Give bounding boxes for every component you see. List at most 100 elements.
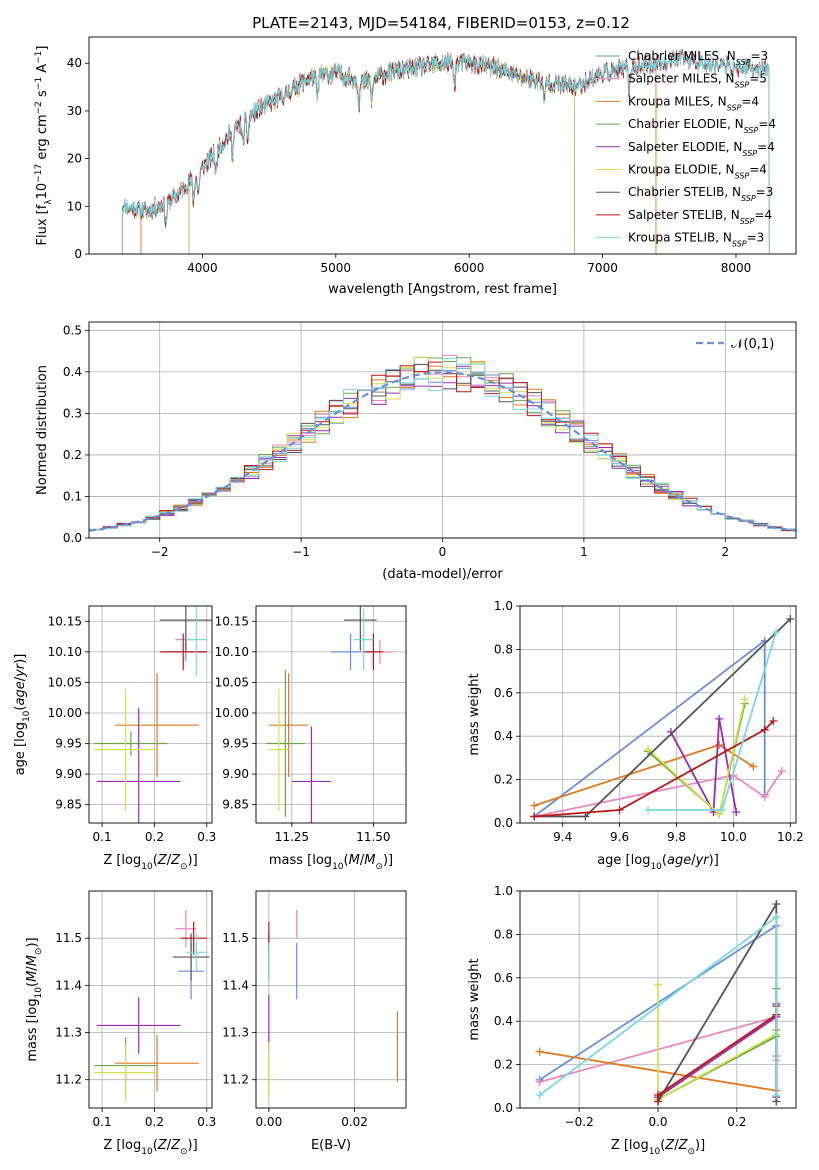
spectrum-ylabel: Flux [fλ10−17 erg cm−2 s−1 A−1]	[34, 46, 54, 246]
series-line	[533, 638, 766, 818]
x-tick-label: 1	[580, 545, 588, 559]
residuals-axes: −2 −1 0 1 2 0.0 0.1 0.2 0.3 0.4 0.5 (data-model)/er…	[35, 321, 797, 582]
y-tick-label: 0.2	[494, 773, 513, 787]
x-tick-label: 0.3	[197, 1115, 216, 1129]
data-point-marker	[732, 808, 741, 817]
data-point-marker	[715, 810, 724, 819]
series-kroupa-miles	[530, 740, 758, 810]
x-tick-label: −2	[151, 545, 169, 559]
errorbar-kroupa-stelib	[353, 609, 374, 671]
legend-label-kroupa-elodie: Kroupa ELODIE, NSSP=4	[628, 163, 767, 181]
errorbar-salpeter-elodie	[291, 726, 331, 823]
x-tick-label: 0.1	[93, 830, 112, 844]
x-tick-label: 9.4	[553, 830, 572, 844]
age_vs_Z-frame	[88, 605, 213, 824]
series-salpeter-stelib	[654, 1002, 781, 1106]
mass-vs-metallicity-xlabel: Z [log10(Z/Z⊙)]	[103, 1138, 197, 1157]
spectrum-xlabel: wavelength [Angstrom, rest frame]	[328, 282, 557, 297]
y-tick-label: 0.8	[494, 642, 513, 656]
legend-label-normal: 𝒩(0,1)	[731, 337, 774, 352]
series-line	[647, 703, 746, 816]
y-tick-label: 9.90	[222, 767, 249, 781]
y-tick-label: 10.15	[215, 614, 249, 628]
weight-vs-age-ylabel: mass weight	[467, 673, 482, 755]
data-point-marker	[530, 801, 539, 810]
spectrum-axes: 4000 5000 6000 7000 8000 0 10 20 30 40 wavelength …	[34, 36, 797, 297]
y-tick-label: 11.5	[222, 931, 249, 945]
y-tick-label: 10.05	[215, 675, 249, 689]
series-salpeter-elodie	[654, 999, 781, 1102]
residuals-panel: −2 −1 0 1 2 0.0 0.1 0.2 0.3 0.4 0.5 (data-model)/er…	[35, 321, 797, 582]
y-tick-label: 9.95	[222, 737, 249, 751]
y-tick-label: 0.3	[63, 406, 82, 420]
errorbar-kroupa-elodie	[269, 688, 289, 811]
data-point-marker	[715, 740, 724, 749]
x-tick-label: −0.2	[565, 1115, 594, 1129]
residuals-ylabel: Normed distribution	[35, 365, 50, 495]
y-tick-label: 9.95	[55, 737, 82, 751]
data-point-marker	[772, 1090, 781, 1099]
data-point-marker	[654, 1090, 662, 1099]
weight-vs-age-xlabel: age [log10(age/yr)]	[597, 853, 719, 872]
y-tick-label: 9.85	[222, 798, 249, 812]
normal-reference-curve	[89, 371, 796, 532]
x-tick-label: 2	[721, 545, 729, 559]
errorbar-salpeter-stelib	[159, 633, 207, 671]
errorbar-kroupa-stelib	[185, 606, 207, 677]
y-tick-label: 0.8	[494, 927, 513, 941]
data-point-marker	[772, 900, 781, 909]
data-point-marker	[740, 695, 749, 704]
errorbar-salpeter-miles	[175, 909, 197, 948]
y-tick-label: 1.0	[494, 599, 513, 613]
data-point-marker	[715, 714, 724, 723]
y-tick-label: 10.00	[215, 706, 249, 720]
y-tick-label: 0.0	[494, 1101, 513, 1115]
errorbar-salpeter-stelib	[363, 633, 384, 671]
x-tick-label: 10.0	[720, 830, 747, 844]
y-tick-label: 0.6	[494, 971, 513, 985]
x-tick-label: 4000	[187, 261, 218, 275]
legend-label-kroupa-miles: Kroupa MILES, NSSP=4	[628, 94, 759, 112]
age-vs-metallicity-xlabel: Z [log10(Z/Z⊙)]	[103, 853, 197, 872]
weight-vs-metallicity-panel: −0.2 0.0 0.2 0.0 0.2 0.4 0.6 0.8 1.0 Z [log10(Z/Z…	[467, 884, 797, 1157]
data-point-marker	[535, 1047, 544, 1056]
errorbar-chabrier-stelib	[344, 606, 377, 651]
y-tick-label: 11.2	[55, 1073, 82, 1087]
x-tick-label: 0.3	[197, 830, 216, 844]
series-kroupa-stelib	[535, 913, 781, 1099]
age_vs_mass-axes: 11.25 11.50 9.85 9.90 9.95 10.00 10.05 10.10 10.…	[215, 605, 407, 872]
mass_vs_Z-plot-area	[94, 909, 210, 1101]
y-tick-label: 11.3	[222, 1026, 249, 1040]
x-tick-label: −1	[292, 545, 310, 559]
errorbar-chabrier-stelib	[172, 933, 210, 981]
y-tick-label: 40	[67, 56, 82, 70]
mass_vs_EBV-axes: 0.00 0.02 11.2 11.3 11.4 11.5 E(B-V)	[222, 890, 407, 1153]
spectrum-legend: Chabrier MILES, NSSP=3 Salpeter MILES, NS…	[596, 49, 776, 248]
errorbar-kroupa-miles	[269, 673, 309, 778]
series-line	[534, 770, 783, 818]
age_vs_mass-frame	[255, 605, 407, 824]
y-tick-label: 10.00	[48, 706, 82, 720]
y-tick-label: 11.5	[55, 931, 82, 945]
legend-label-chabrier-miles: Chabrier MILES, NSSP=3	[628, 49, 768, 67]
data-point-marker	[535, 1090, 544, 1099]
weight_vs_Z-plot-area	[535, 900, 781, 1106]
x-tick-label: 8000	[721, 261, 752, 275]
x-tick-label: 10.2	[777, 830, 804, 844]
legend-label-salpeter-stelib: Salpeter STELIB, NSSP=4	[628, 208, 772, 226]
legend-label-salpeter-miles: Salpeter MILES, NSSP=5	[628, 72, 767, 90]
figure-title: PLATE=2143, MJD=54184, FIBERID=0153, z=0…	[252, 14, 630, 32]
age_vs_Z-plot-area	[94, 606, 212, 823]
spectrum-line-chabrier-elodie	[188, 52, 575, 254]
spectrum-frame	[88, 36, 797, 255]
x-tick-label: 5000	[321, 261, 352, 275]
spectrum-plot-area	[121, 48, 770, 254]
errorbar-salpeter-elodie	[96, 997, 181, 1054]
weight_vs_age-plot-area	[530, 615, 795, 821]
weight_vs_age-frame	[519, 605, 797, 824]
mass_vs_EBV-grid	[256, 891, 406, 1108]
data-point-marker	[654, 980, 662, 989]
x-tick-label: 11.25	[275, 830, 309, 844]
errorbar-chabrier-stelib	[159, 606, 212, 651]
